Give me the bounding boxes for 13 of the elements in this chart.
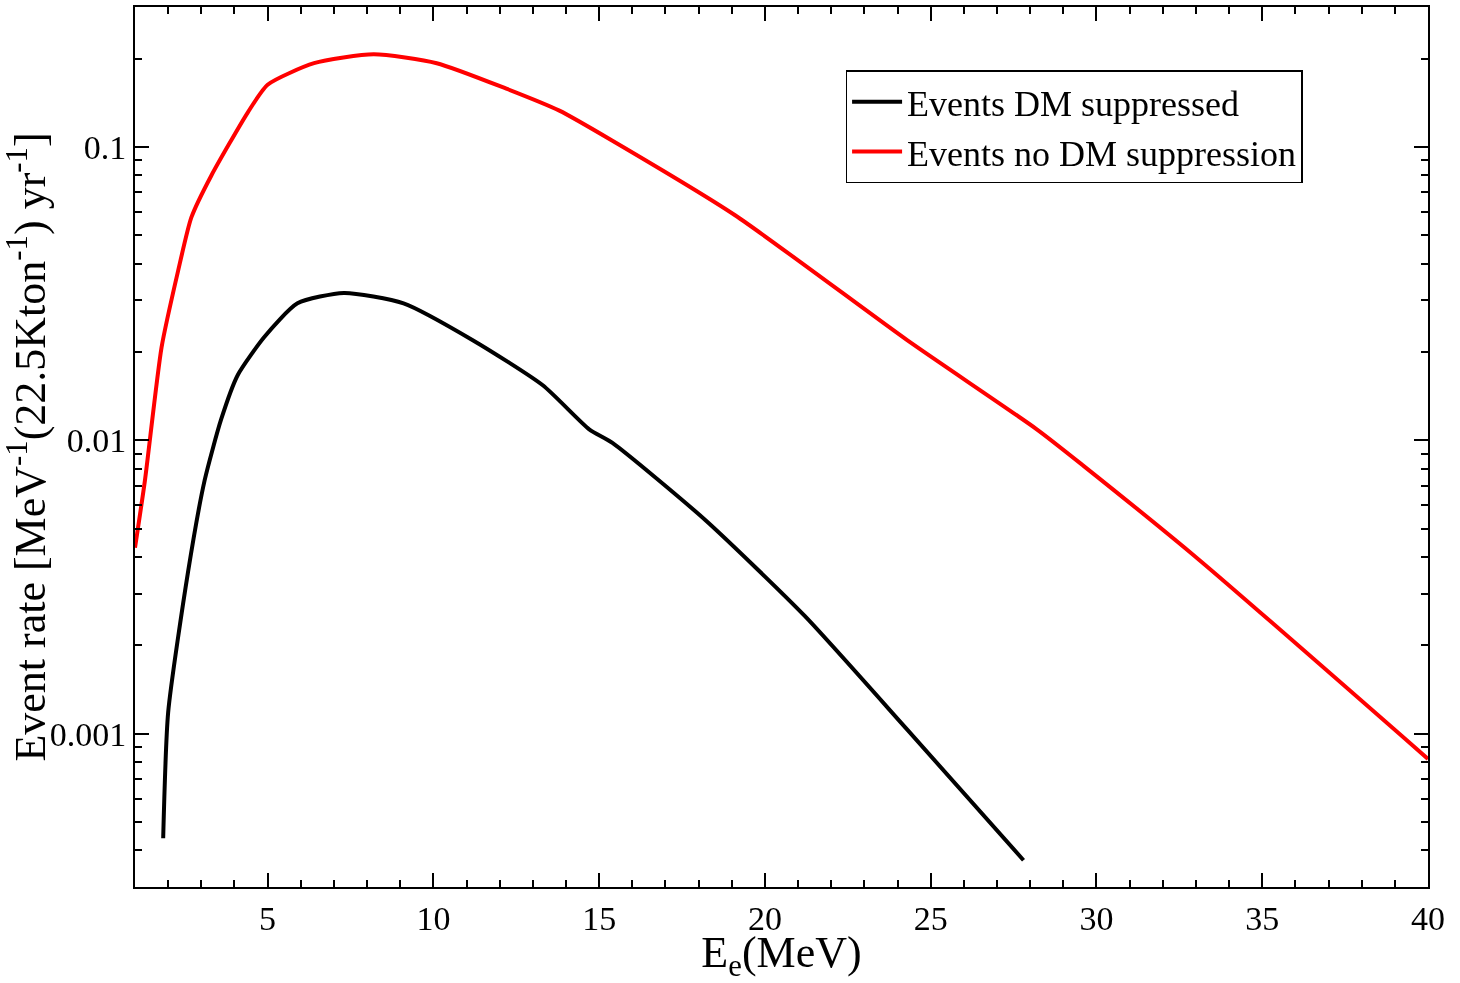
x-tick-label: 15	[582, 899, 617, 937]
y-tick-label: 0.01	[66, 422, 127, 460]
x-tick-label: 10	[416, 899, 451, 937]
x-tick-label: 5	[259, 899, 277, 937]
line-series	[135, 52, 1428, 761]
x-tick-label: 25	[913, 899, 948, 937]
x-tick-label: 40	[1411, 899, 1445, 937]
x-tick-label: 30	[1079, 899, 1114, 937]
line-series	[161, 290, 1026, 863]
y-tick-label: 0.1	[83, 128, 127, 166]
legend-label: Events no DM suppression	[907, 133, 1297, 174]
x-tick-label: 35	[1245, 899, 1280, 937]
legend-label: Events DM suppressed	[907, 83, 1240, 124]
